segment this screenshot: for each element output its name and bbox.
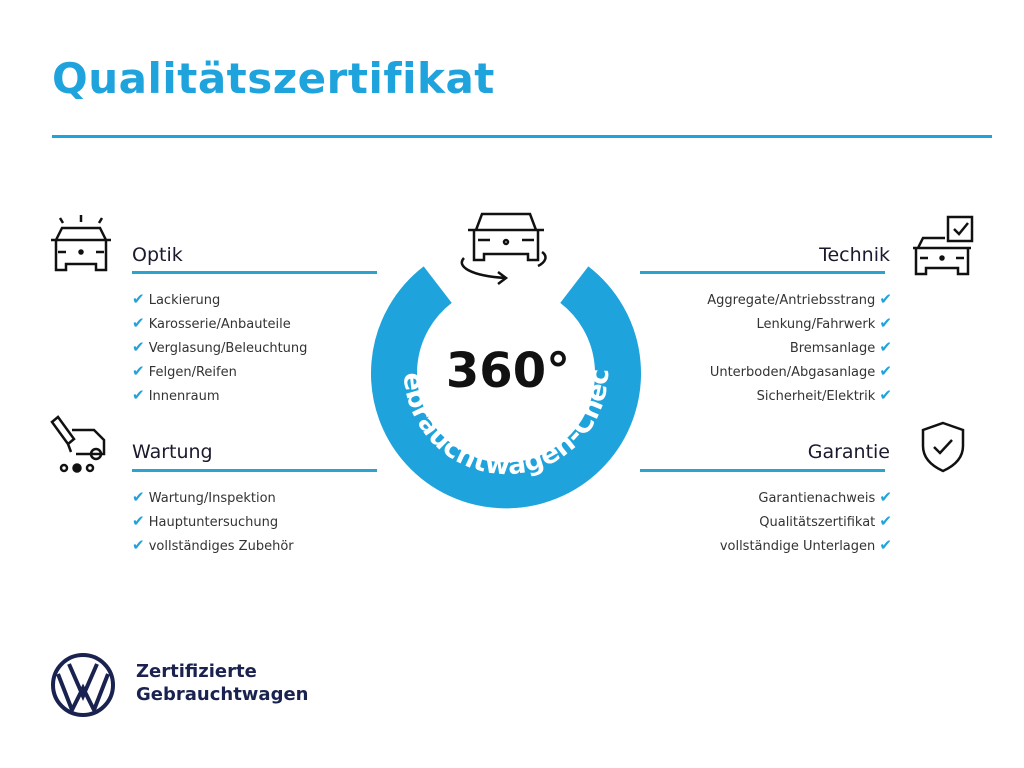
list-item: Bremsanlage ✔ (789, 338, 892, 356)
section-line (132, 271, 377, 274)
wartung-list: ✔ Wartung/Inspektion ✔ Hauptuntersuchung… (132, 485, 294, 557)
garantie-list: Garantienachweis ✔ Qualitätszertifikat ✔… (720, 485, 892, 557)
check-icon: ✔ (879, 536, 892, 554)
check-icon: ✔ (132, 362, 145, 380)
list-item: ✔ Karosserie/Anbauteile (132, 314, 291, 332)
list-item: Garantienachweis ✔ (758, 488, 892, 506)
list-item: vollständige Unterlagen ✔ (719, 536, 892, 554)
list-item: ✔ vollständiges Zubehör (132, 536, 294, 554)
car-lights-icon (51, 215, 111, 272)
divider (52, 135, 992, 138)
brand-name: Zertifizierte Gebrauchtwagen (136, 661, 309, 705)
list-item: ✔ Felgen/Reifen (132, 362, 237, 380)
check-icon: ✔ (132, 290, 145, 308)
shield-check-icon (921, 421, 965, 473)
list-item: Sicherheit/Elektrik ✔ (756, 386, 892, 404)
section-line (640, 469, 885, 472)
list-item: ✔ Verglasung/Beleuchtung (132, 338, 308, 356)
list-item: ✔ Wartung/Inspektion (132, 488, 276, 506)
technik-list: Aggregate/Antriebsstrang ✔ Lenkung/Fahrw… (707, 287, 892, 407)
ring-arc (371, 266, 641, 509)
vw-logo (51, 653, 115, 717)
section-title-garantie: Garantie (807, 441, 890, 463)
check-icon: ✔ (132, 512, 145, 530)
section-title-wartung: Wartung (132, 441, 213, 463)
check-icon: ✔ (132, 386, 145, 404)
section-line (132, 469, 377, 472)
section-title-technik: Technik (819, 244, 890, 266)
list-item: Qualitätszertifikat ✔ (759, 512, 892, 530)
check-icon: ✔ (879, 512, 892, 530)
optik-list: ✔ Lackierung ✔ Karosserie/Anbauteile ✔ V… (132, 287, 307, 407)
list-item: Lenkung/Fahrwerk ✔ (756, 314, 892, 332)
check-icon: ✔ (132, 488, 145, 506)
car-rotate-icon (460, 212, 547, 285)
check-icon: ✔ (879, 314, 892, 332)
check-icon: ✔ (132, 536, 145, 554)
check-icon: ✔ (132, 338, 145, 356)
car-checklist-icon (913, 215, 974, 276)
center-360: 360° (446, 343, 570, 399)
check-icon: ✔ (879, 362, 892, 380)
list-item: Aggregate/Antriebsstrang ✔ (707, 290, 892, 308)
check-icon: ✔ (879, 290, 892, 308)
check-icon: ✔ (879, 386, 892, 404)
check-ring: Gebrauchtwagen-Check 360° (366, 200, 641, 509)
check-icon: ✔ (879, 338, 892, 356)
car-service-icon (50, 415, 106, 473)
list-item: Unterboden/Abgasanlage ✔ (709, 362, 892, 380)
check-icon: ✔ (879, 488, 892, 506)
section-line (640, 271, 885, 274)
check-icon: ✔ (132, 314, 145, 332)
list-item: ✔ Lackierung (132, 290, 221, 308)
section-title-optik: Optik (132, 244, 183, 266)
list-item: ✔ Hauptuntersuchung (132, 512, 279, 530)
page-title: Qualitätszertifikat (52, 54, 495, 103)
list-item: ✔ Innenraum (132, 386, 220, 404)
